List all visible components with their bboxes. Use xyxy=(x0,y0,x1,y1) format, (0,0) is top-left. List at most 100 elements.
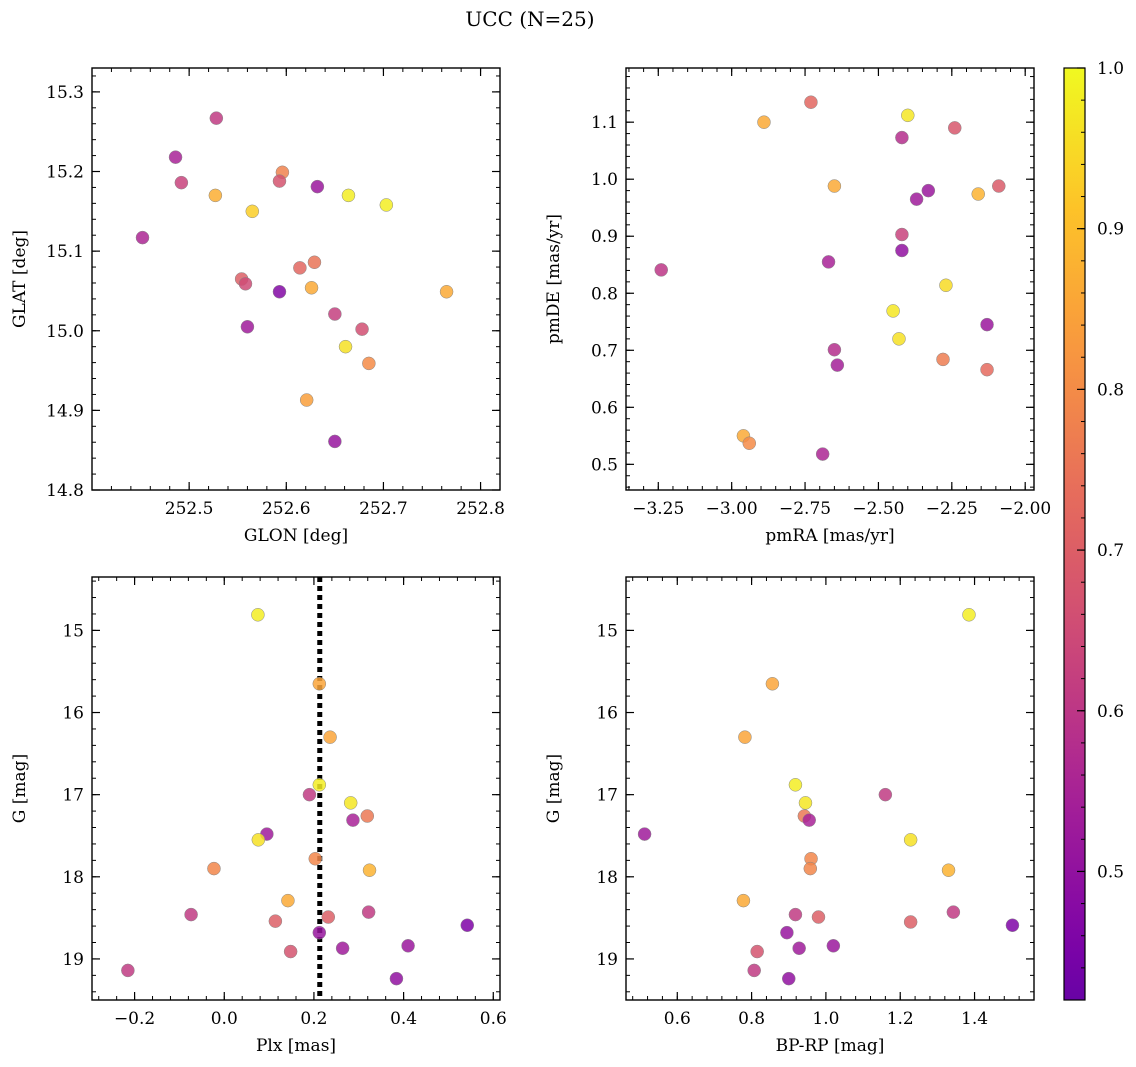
scatter-point xyxy=(312,677,327,691)
scatter-point xyxy=(804,95,818,109)
scatter-point xyxy=(283,944,298,959)
plot-frame xyxy=(625,576,1035,1001)
x-tick-label: 0.8 xyxy=(738,1009,765,1029)
x-tick-label: −2.50 xyxy=(852,499,904,519)
x-tick-label: 0.6 xyxy=(480,1009,507,1029)
y-axis-label: GLAT [deg] xyxy=(10,230,30,328)
scatter-point xyxy=(293,261,307,275)
scatter-point xyxy=(272,174,287,188)
scatter-point xyxy=(361,905,376,919)
scatter-point xyxy=(341,188,356,203)
scatter-point xyxy=(251,608,265,622)
scatter-point xyxy=(207,861,221,876)
x-tick-label: 0.4 xyxy=(390,1009,417,1029)
scatter-point xyxy=(980,362,994,377)
scatter-point xyxy=(174,175,189,190)
scatter-point xyxy=(328,434,342,449)
scatter-point xyxy=(992,179,1006,193)
y-tick-label: 15.2 xyxy=(46,163,84,183)
x-tick-label: 252.8 xyxy=(456,499,505,519)
panel-pmra-pmde: −3.25 −3.00 −2.75 −2.50 −2.25 −2.00 0.5 0.6 0.7 0… xyxy=(544,67,1051,546)
scatter-point xyxy=(209,111,224,125)
scatter-point xyxy=(827,342,842,357)
scatter-point xyxy=(338,339,353,354)
scatter-point xyxy=(765,677,780,691)
y-tick-label: 0.6 xyxy=(591,398,618,418)
colorbar-tick-label: 1.0 xyxy=(1097,59,1124,79)
scatter-point xyxy=(757,115,771,129)
y-tick-label: 14.8 xyxy=(46,481,84,501)
scatter-point xyxy=(302,787,317,802)
x-axis-label: BP-RP [mag] xyxy=(776,1036,885,1056)
colorbar-tick-label: 0.6 xyxy=(1097,702,1124,722)
scatter-point xyxy=(742,436,757,450)
y-axis-label: pmDE [mas/yr] xyxy=(544,214,564,344)
scatter-point xyxy=(939,278,953,293)
y-tick-label: 1.0 xyxy=(591,170,618,190)
scatter-point xyxy=(782,971,796,986)
scatter-point xyxy=(439,284,454,299)
scatter-point xyxy=(803,861,818,876)
y-tick-label: 19 xyxy=(62,950,84,970)
x-tick-label: −2.00 xyxy=(999,499,1051,519)
scatter-point xyxy=(962,608,976,622)
scatter-point xyxy=(401,939,415,953)
x-axis-label: Plx [mas] xyxy=(256,1036,336,1056)
scatter-point xyxy=(238,277,253,291)
y-tick-label: 17 xyxy=(596,786,618,806)
scatter-point xyxy=(903,915,918,929)
scatter-point xyxy=(637,827,652,841)
scatter-point xyxy=(936,352,950,367)
scatter-point xyxy=(240,320,255,334)
panel-plx-g: −0.2 0.0 0.2 0.4 0.6 15 16 17 18 19 Plx [mas] G [ma… xyxy=(10,576,507,1056)
scatter-point xyxy=(736,893,751,908)
y-tick-label: 14.9 xyxy=(46,401,84,421)
scatter-point xyxy=(941,863,956,877)
scatter-point xyxy=(750,944,764,959)
panel-glon-glat: 252.5 252.6 252.7 252.8 14.8 14.9 15.0 15.1 15.2… xyxy=(10,67,505,546)
y-tick-label: 16 xyxy=(596,704,618,724)
scatter-point xyxy=(268,914,283,928)
scatter-point xyxy=(901,108,915,123)
scatter-point xyxy=(821,255,836,269)
plot-frame xyxy=(91,67,501,491)
scatter-point xyxy=(245,204,260,219)
scatter-point xyxy=(921,183,936,198)
x-tick-label: −2.75 xyxy=(779,499,831,519)
scatter-point xyxy=(251,833,266,847)
y-tick-label: 0.9 xyxy=(591,227,618,247)
scatter-point xyxy=(980,317,994,332)
x-tick-label: 1.2 xyxy=(887,1009,914,1029)
scatter-point xyxy=(811,910,826,924)
scatter-point xyxy=(328,307,342,321)
x-tick-label: 1.4 xyxy=(961,1009,988,1029)
scatter-point xyxy=(909,192,924,206)
scatter-point xyxy=(121,963,135,978)
y-tick-label: 19 xyxy=(596,950,618,970)
scatter-point xyxy=(168,150,183,164)
scatter-point xyxy=(362,356,376,371)
scatter-point xyxy=(971,187,985,201)
scatter-point xyxy=(886,304,900,318)
x-tick-label: 0.2 xyxy=(300,1009,327,1029)
y-tick-label: 0.8 xyxy=(591,284,618,304)
scatter-point xyxy=(780,925,794,940)
scatter-point xyxy=(802,813,816,827)
x-tick-label: −3.00 xyxy=(706,499,758,519)
y-tick-label: 18 xyxy=(596,868,618,888)
scatter-point xyxy=(827,179,842,193)
scatter-point xyxy=(310,179,325,194)
scatter-point xyxy=(307,255,322,270)
scatter-point xyxy=(208,188,223,203)
scatter-point xyxy=(1005,918,1020,933)
scatter-point xyxy=(135,230,150,245)
colorbar: 0.5 0.6 0.7 0.8 0.9 1.0 xyxy=(1063,59,1124,1001)
scatter-point xyxy=(362,863,377,877)
x-tick-label: −3.25 xyxy=(632,499,684,519)
scatter-point xyxy=(878,787,893,802)
x-tick-label: 252.5 xyxy=(165,499,214,519)
y-tick-label: 0.7 xyxy=(591,341,618,361)
x-tick-label: 252.6 xyxy=(262,499,311,519)
